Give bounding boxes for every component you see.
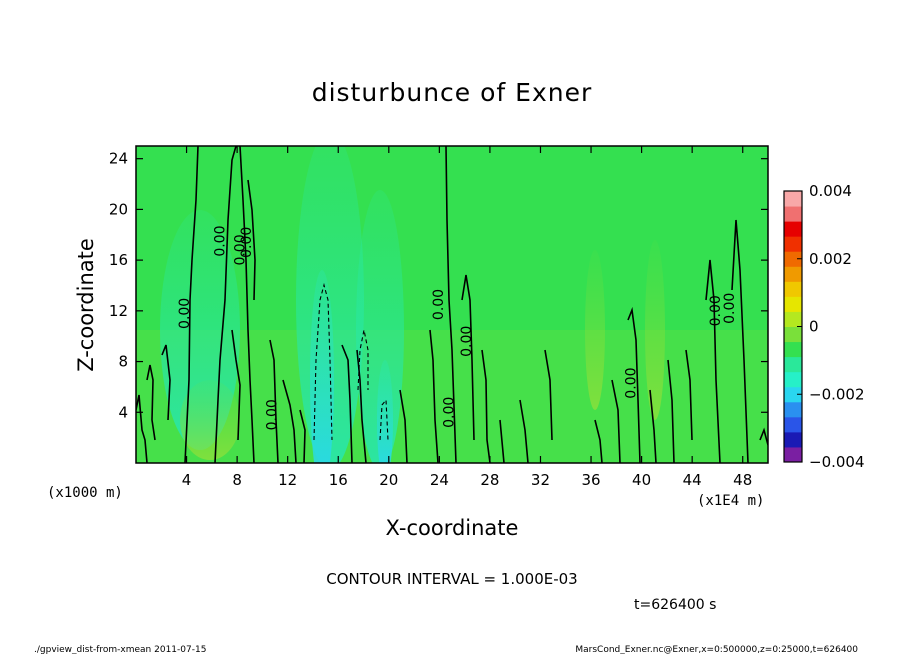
plot-frame [135, 145, 769, 464]
time-stamp: t=626400 s [634, 597, 716, 613]
x-tick-label: 12 [278, 471, 297, 489]
plot-area: 0.000.00 0.000.000.000.000.000.000.000.00… [109, 145, 769, 489]
x-tick-label: 32 [531, 471, 550, 489]
cyan-plume-2 [377, 360, 393, 463]
colorbar-tick-label: −0.002 [809, 385, 865, 403]
colorbar-tick-label: 0.002 [809, 250, 852, 268]
contour-interval: CONTOUR INTERVAL = 1.000E-03 [326, 570, 577, 588]
contour-label: 0.00 [623, 368, 639, 399]
y-tick-label: 8 [118, 353, 128, 371]
colorbar-cell [784, 281, 802, 297]
colorbar-cell [784, 236, 802, 252]
colorbar-cell [784, 311, 802, 327]
colorbar-cell [784, 386, 802, 403]
colorbar-tick-label: −0.004 [809, 453, 865, 471]
x-unit-note: (x1E4 m) [697, 493, 764, 509]
x-tick-label: 16 [329, 471, 348, 489]
colorbar-cell [784, 401, 802, 418]
x-tick-label: 36 [581, 471, 600, 489]
y-tick-label: 24 [109, 150, 128, 168]
yellow-plume-2 [645, 240, 665, 420]
x-tick-label: 44 [683, 471, 702, 489]
zero-contours [136, 146, 768, 463]
yellow-plume-3 [180, 380, 240, 460]
colorbar-cell [784, 371, 802, 388]
x-tick-label: 24 [430, 471, 449, 489]
colorbar-cell [784, 266, 802, 282]
contour-label: 0.00 [177, 298, 193, 329]
colorbar-cell [784, 356, 802, 373]
contour-label: 0.00 [239, 227, 255, 258]
colorbar-cell [784, 341, 802, 358]
contour-label: 0.00 [459, 326, 475, 357]
z-unit-note: (x1000 m) [47, 485, 123, 501]
x-axis-ticks: 4 8 12 16 20 24 28 32 36 40 44 48 [182, 146, 752, 489]
contour-label-group: 0.000.00 0.000.000.000.000.000.000.000.00… [177, 226, 738, 431]
y-axis-label: Z-coordinate [74, 238, 98, 372]
colorbar-tick-label: 0 [809, 318, 819, 336]
contour-label: 0.00 [431, 289, 447, 320]
cyan-plume-1 [310, 270, 334, 463]
x-tick-label: 20 [379, 471, 398, 489]
colorbar-cell [784, 206, 802, 222]
colorbar: 0.004 0.002 0 −0.002 −0.004 [783, 182, 865, 471]
contour-label: 0.00 [212, 226, 228, 257]
contour-label: 0.00 [722, 293, 738, 324]
colorbar-ticks: 0.004 0.002 0 −0.002 −0.004 [797, 182, 865, 471]
colorbar-tick-label: 0.004 [809, 182, 852, 200]
colorbar-cell [784, 191, 802, 207]
footer-right: MarsCond_Exner.nc@Exner,x=0:500000,z=0:2… [575, 645, 858, 654]
footer-left: ./gpview_dist-from-xmean 2011-07-15 [34, 645, 206, 654]
x-axis-label: X-coordinate [386, 516, 519, 540]
colorbar-cell [784, 221, 802, 237]
colorbar-cells [784, 191, 802, 463]
colorbar-cell [784, 326, 802, 343]
colorbar-cell [784, 416, 802, 433]
y-tick-label: 12 [109, 302, 128, 320]
y-tick-label: 16 [109, 251, 128, 269]
contour-label: 0.00 [233, 234, 249, 265]
field-shading: 0.000.00 0.000.000.000.000.000.000.000.00… [136, 146, 768, 463]
y-tick-label: 20 [109, 200, 128, 218]
x-tick-label: 8 [232, 471, 242, 489]
contour-label: 0.00 [441, 397, 457, 428]
yellow-plume-1 [585, 250, 605, 410]
contour-label: 0.00 [708, 295, 724, 326]
colorbar-cell [784, 296, 802, 312]
colorbar-cell [784, 251, 802, 267]
negative-contours [313, 282, 389, 441]
x-tick-label: 48 [733, 471, 752, 489]
colorbar-cell [784, 446, 802, 463]
colorbar-cell [784, 431, 802, 448]
contour-label: 0.00 [264, 399, 280, 430]
chart-title: disturbunce of Exner [312, 78, 593, 107]
x-tick-label: 40 [632, 471, 651, 489]
x-tick-label: 4 [182, 471, 192, 489]
y-tick-label: 4 [118, 403, 128, 421]
y-axis-ticks: 4 8 12 16 20 24 [109, 150, 768, 421]
x-tick-label: 28 [480, 471, 499, 489]
